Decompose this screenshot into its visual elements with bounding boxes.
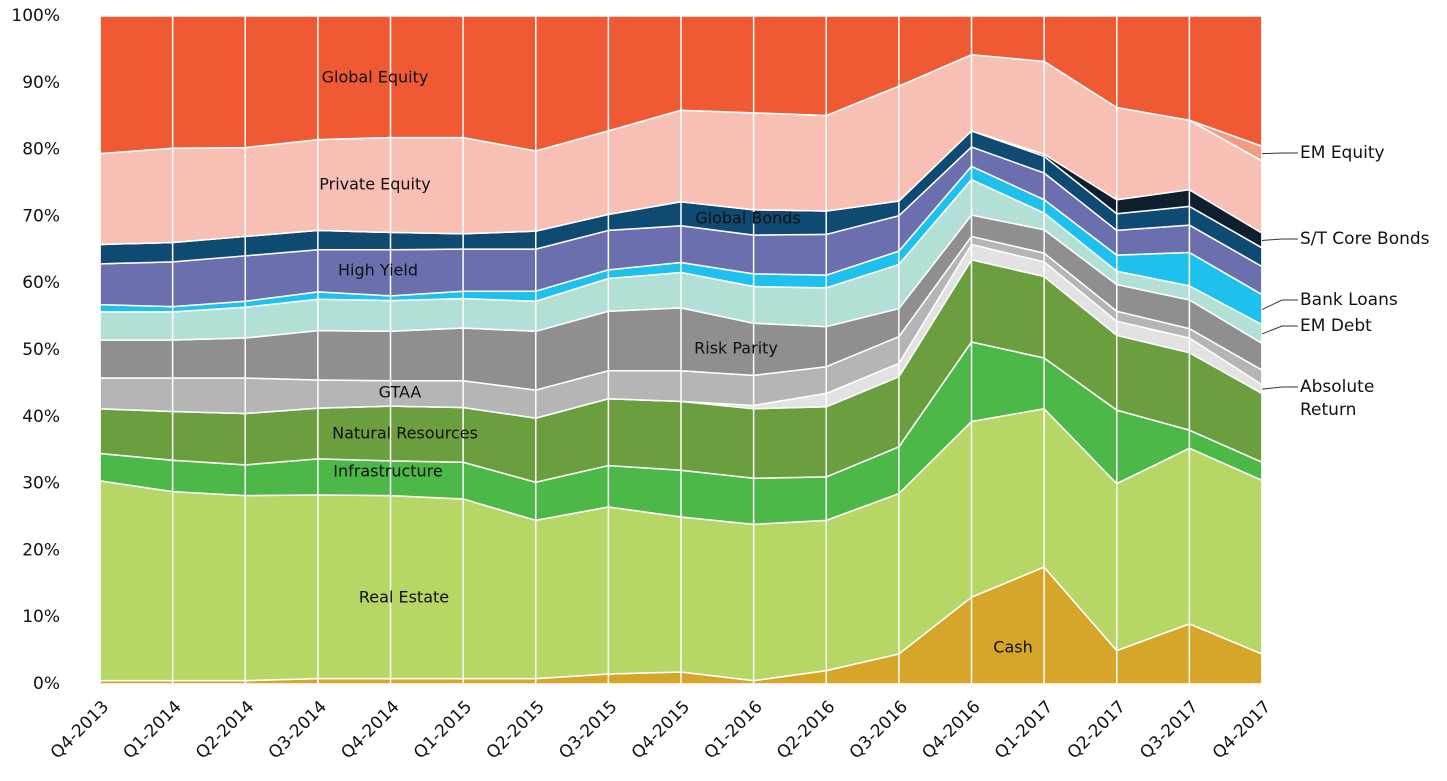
series-label: Private Equity [319, 175, 430, 194]
series-label: Real Estate [359, 588, 449, 607]
x-tick-label: Q3-2017 [1136, 697, 1202, 763]
x-tick-label: Q1-2017 [991, 697, 1057, 763]
x-tick-label: Q2-2014 [192, 697, 258, 763]
x-tick-label: Q1-2016 [701, 697, 767, 763]
series-label: Absolute Return [1300, 377, 1380, 420]
series-label: Cash [993, 638, 1032, 657]
y-tick-label: 0% [33, 674, 60, 694]
x-tick-label: Q1-2015 [410, 697, 476, 763]
y-tick-label: 20% [22, 540, 60, 560]
leader-line [1261, 386, 1298, 390]
series-label: Infrastructure [333, 462, 442, 481]
y-tick-label: 100% [11, 6, 60, 26]
x-tick-label: Q3-2014 [265, 697, 331, 763]
x-tick-label: Q4-2016 [918, 697, 984, 763]
series-label: Bank Loans [1300, 290, 1398, 310]
y-tick-label: 10% [22, 607, 60, 627]
leader-line [1261, 325, 1298, 335]
y-tick-label: 50% [22, 340, 60, 360]
x-tick-label: Q4-2014 [337, 697, 403, 763]
series-label: Global Equity [322, 68, 429, 87]
leader-line [1261, 238, 1298, 241]
y-tick-label: 70% [22, 206, 60, 226]
x-tick-label: Q4-2015 [628, 697, 694, 763]
x-tick-label: Q1-2014 [120, 697, 186, 763]
x-tick-label: Q2-2015 [483, 697, 549, 763]
x-tick-label: Q2-2017 [1064, 697, 1130, 763]
leader-line [1261, 152, 1298, 155]
x-tick-label: Q4-2017 [1209, 697, 1275, 763]
series-label: High Yield [338, 261, 418, 280]
series-label: S/T Core Bonds [1300, 229, 1430, 249]
series-label: EM Equity [1300, 143, 1385, 163]
series-label: GTAA [379, 383, 422, 402]
y-tick-label: 40% [22, 407, 60, 427]
x-tick-label: Q2-2016 [773, 697, 839, 763]
series-label: Natural Resources [332, 424, 478, 443]
y-tick-label: 80% [22, 140, 60, 160]
series-label: EM Debt [1300, 316, 1372, 336]
x-tick-label: Q3-2016 [846, 697, 912, 763]
x-tick-label: Q4-2013 [47, 697, 113, 763]
y-tick-label: 90% [22, 73, 60, 93]
x-tick-label: Q3-2015 [555, 697, 621, 763]
y-tick-label: 30% [22, 474, 60, 494]
leader-line [1261, 299, 1298, 311]
y-tick-label: 60% [22, 273, 60, 293]
series-label: Global Bonds [695, 209, 801, 228]
series-label: Risk Parity [694, 339, 778, 358]
